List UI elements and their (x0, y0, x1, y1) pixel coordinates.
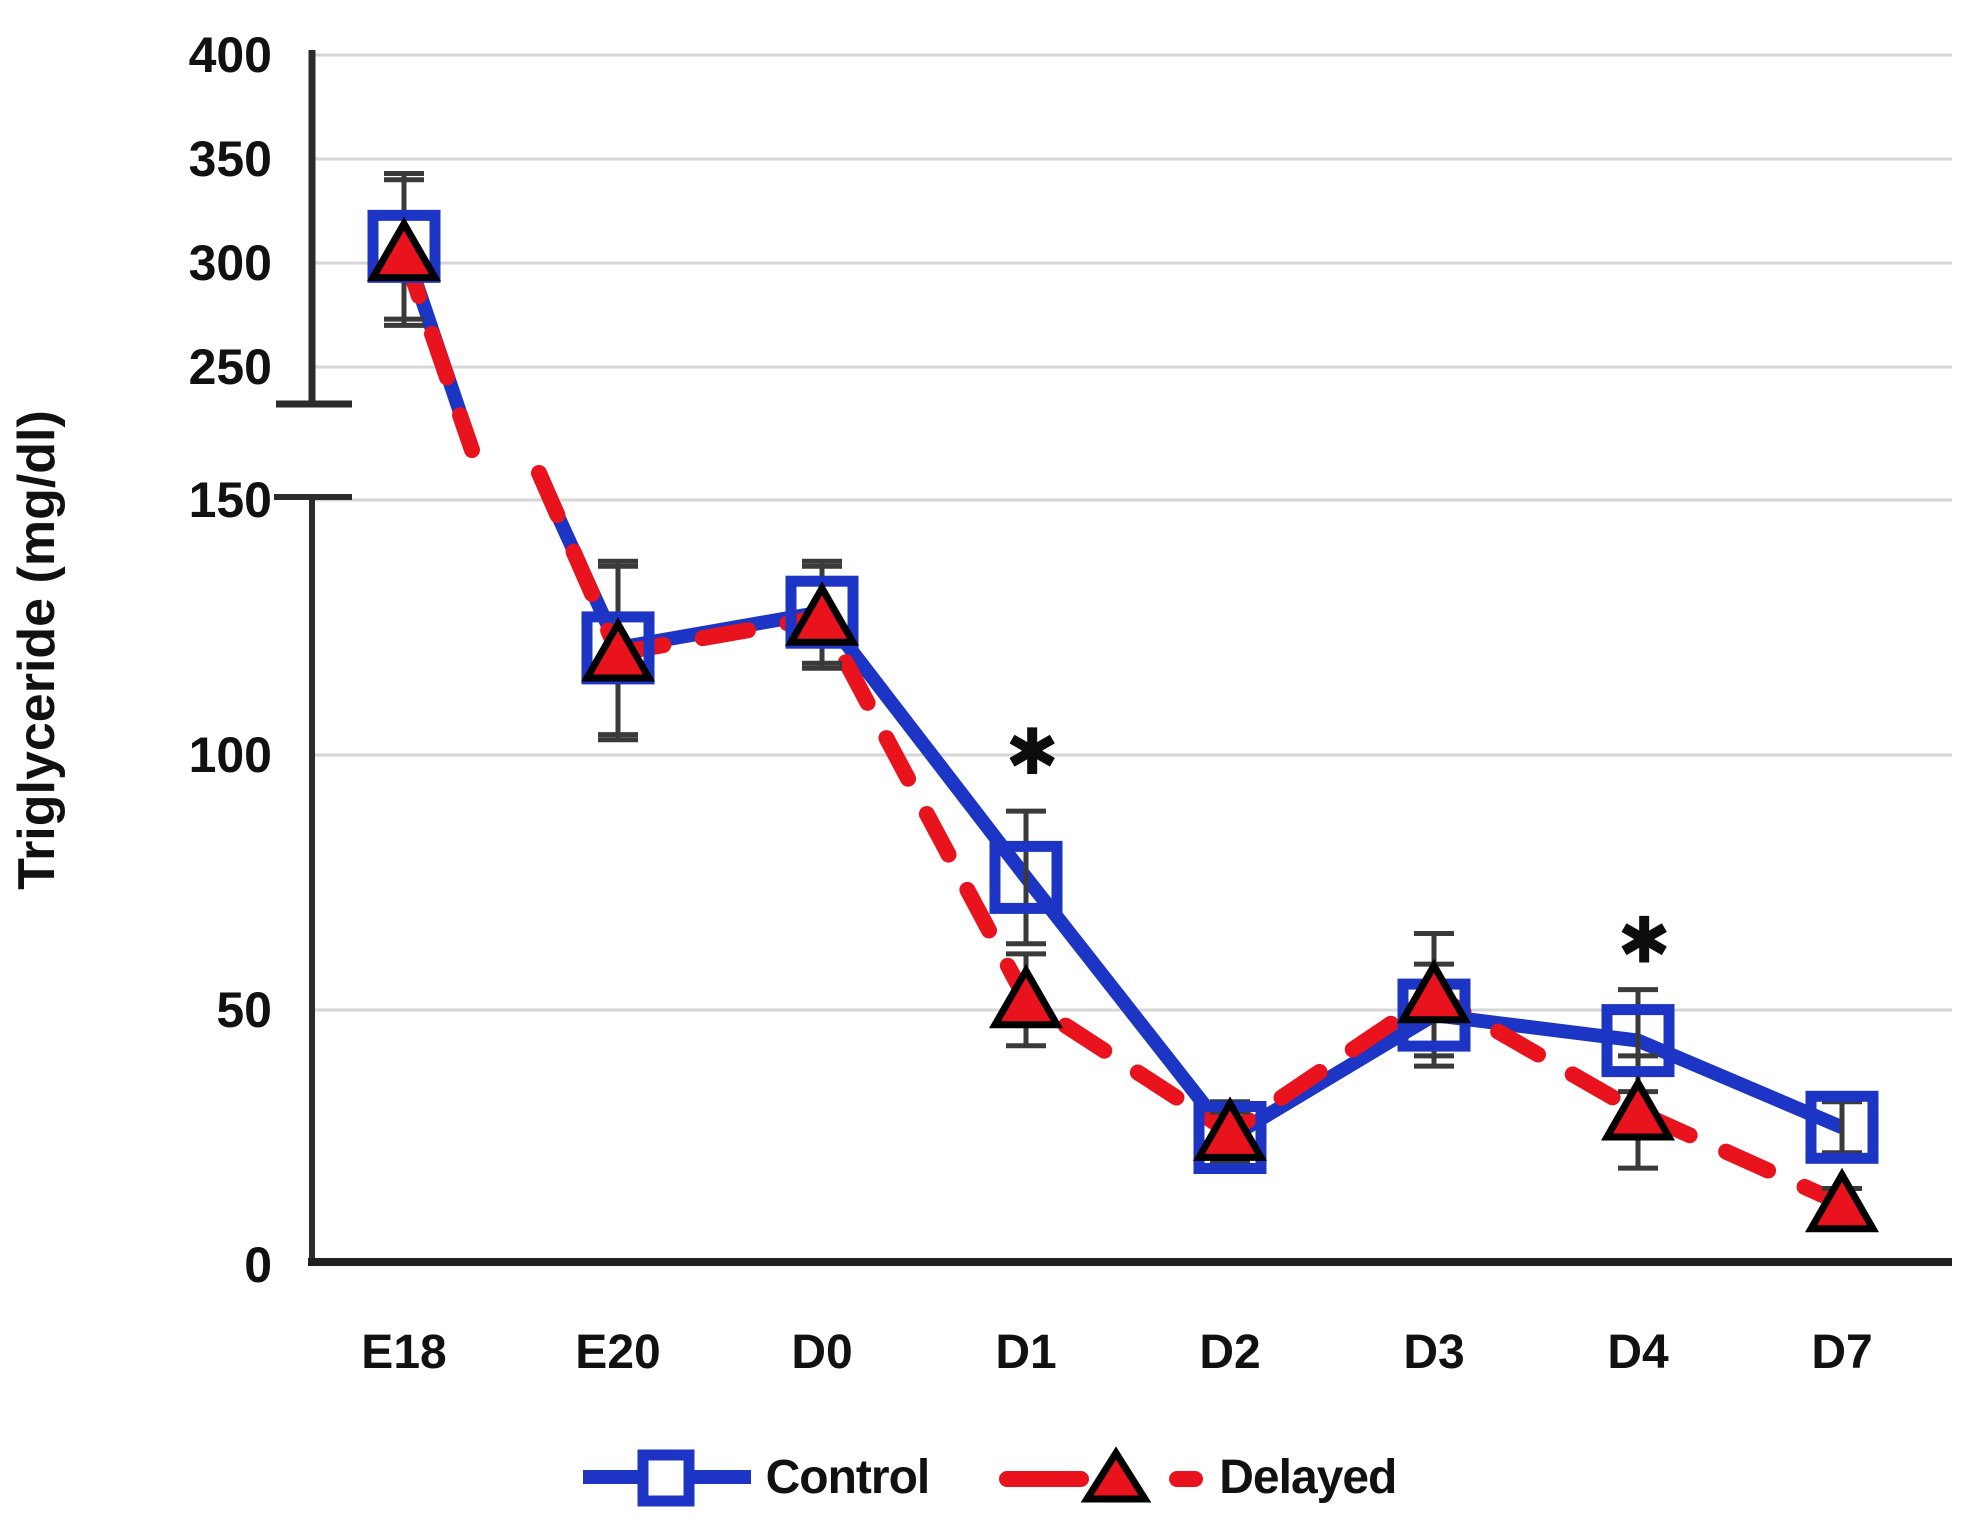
legend-label-delayed: Delayed (1219, 1450, 1397, 1504)
delayed-line-upper (396, 244, 480, 458)
y-axis-title: Triglyceride (mg/dl) (8, 410, 66, 890)
chart-legend: Control Delayed (0, 1445, 1977, 1509)
legend-label-control: Control (765, 1450, 931, 1504)
x-tick-label-D1: D1 (995, 1326, 1056, 1379)
control-marker-D4 (1601, 1004, 1675, 1078)
y-tick-label-0: 0 (244, 1237, 272, 1293)
y-tick-label-400: 400 (189, 27, 272, 83)
control-series-line (616, 605, 1845, 1145)
delayed-marker-E18 (366, 216, 442, 282)
y-tick-label-150: 150 (189, 472, 272, 528)
legend-item-delayed: Delayed (999, 1445, 1397, 1509)
x-tick-label-E18: E18 (361, 1326, 446, 1379)
y-tick-label-50: 50 (216, 982, 272, 1038)
delayed-line-reentry (531, 465, 626, 661)
y-tick-label-250: 250 (189, 339, 272, 395)
delayed-marker-D2 (1192, 1096, 1268, 1161)
y-tick-label-100: 100 (189, 727, 272, 783)
x-tick-label-D7: D7 (1811, 1326, 1872, 1379)
delayed-marker-E20 (580, 616, 656, 682)
x-tick-label-D2: D2 (1199, 1326, 1260, 1379)
delayed-marker-D7 (1804, 1167, 1880, 1233)
delayed-dash-triangle-icon (999, 1446, 1204, 1503)
legend-item-control: Control (581, 1445, 930, 1509)
delayed-marker-D0 (784, 581, 860, 646)
delayed-marker-D4 (1600, 1075, 1676, 1141)
x-tick-label-D0: D0 (791, 1326, 852, 1379)
y-tick-label-300: 300 (189, 235, 272, 291)
x-tick-label-D3: D3 (1403, 1326, 1464, 1379)
significance-asterisk-D4: ✱ (1617, 905, 1671, 979)
y-tick-label-350: 350 (189, 131, 272, 187)
control-marker-D1 (989, 840, 1063, 914)
control-line-square-icon (582, 1449, 751, 1507)
delayed-marker-D1 (988, 963, 1064, 1029)
control-marker-D7 (1805, 1090, 1879, 1164)
significance-asterisk-D1: ✱ (1005, 716, 1059, 790)
x-tick-label-E20: E20 (575, 1326, 660, 1379)
x-tick-label-D4: D4 (1607, 1326, 1669, 1379)
delayed-marker-D3 (1396, 958, 1472, 1024)
